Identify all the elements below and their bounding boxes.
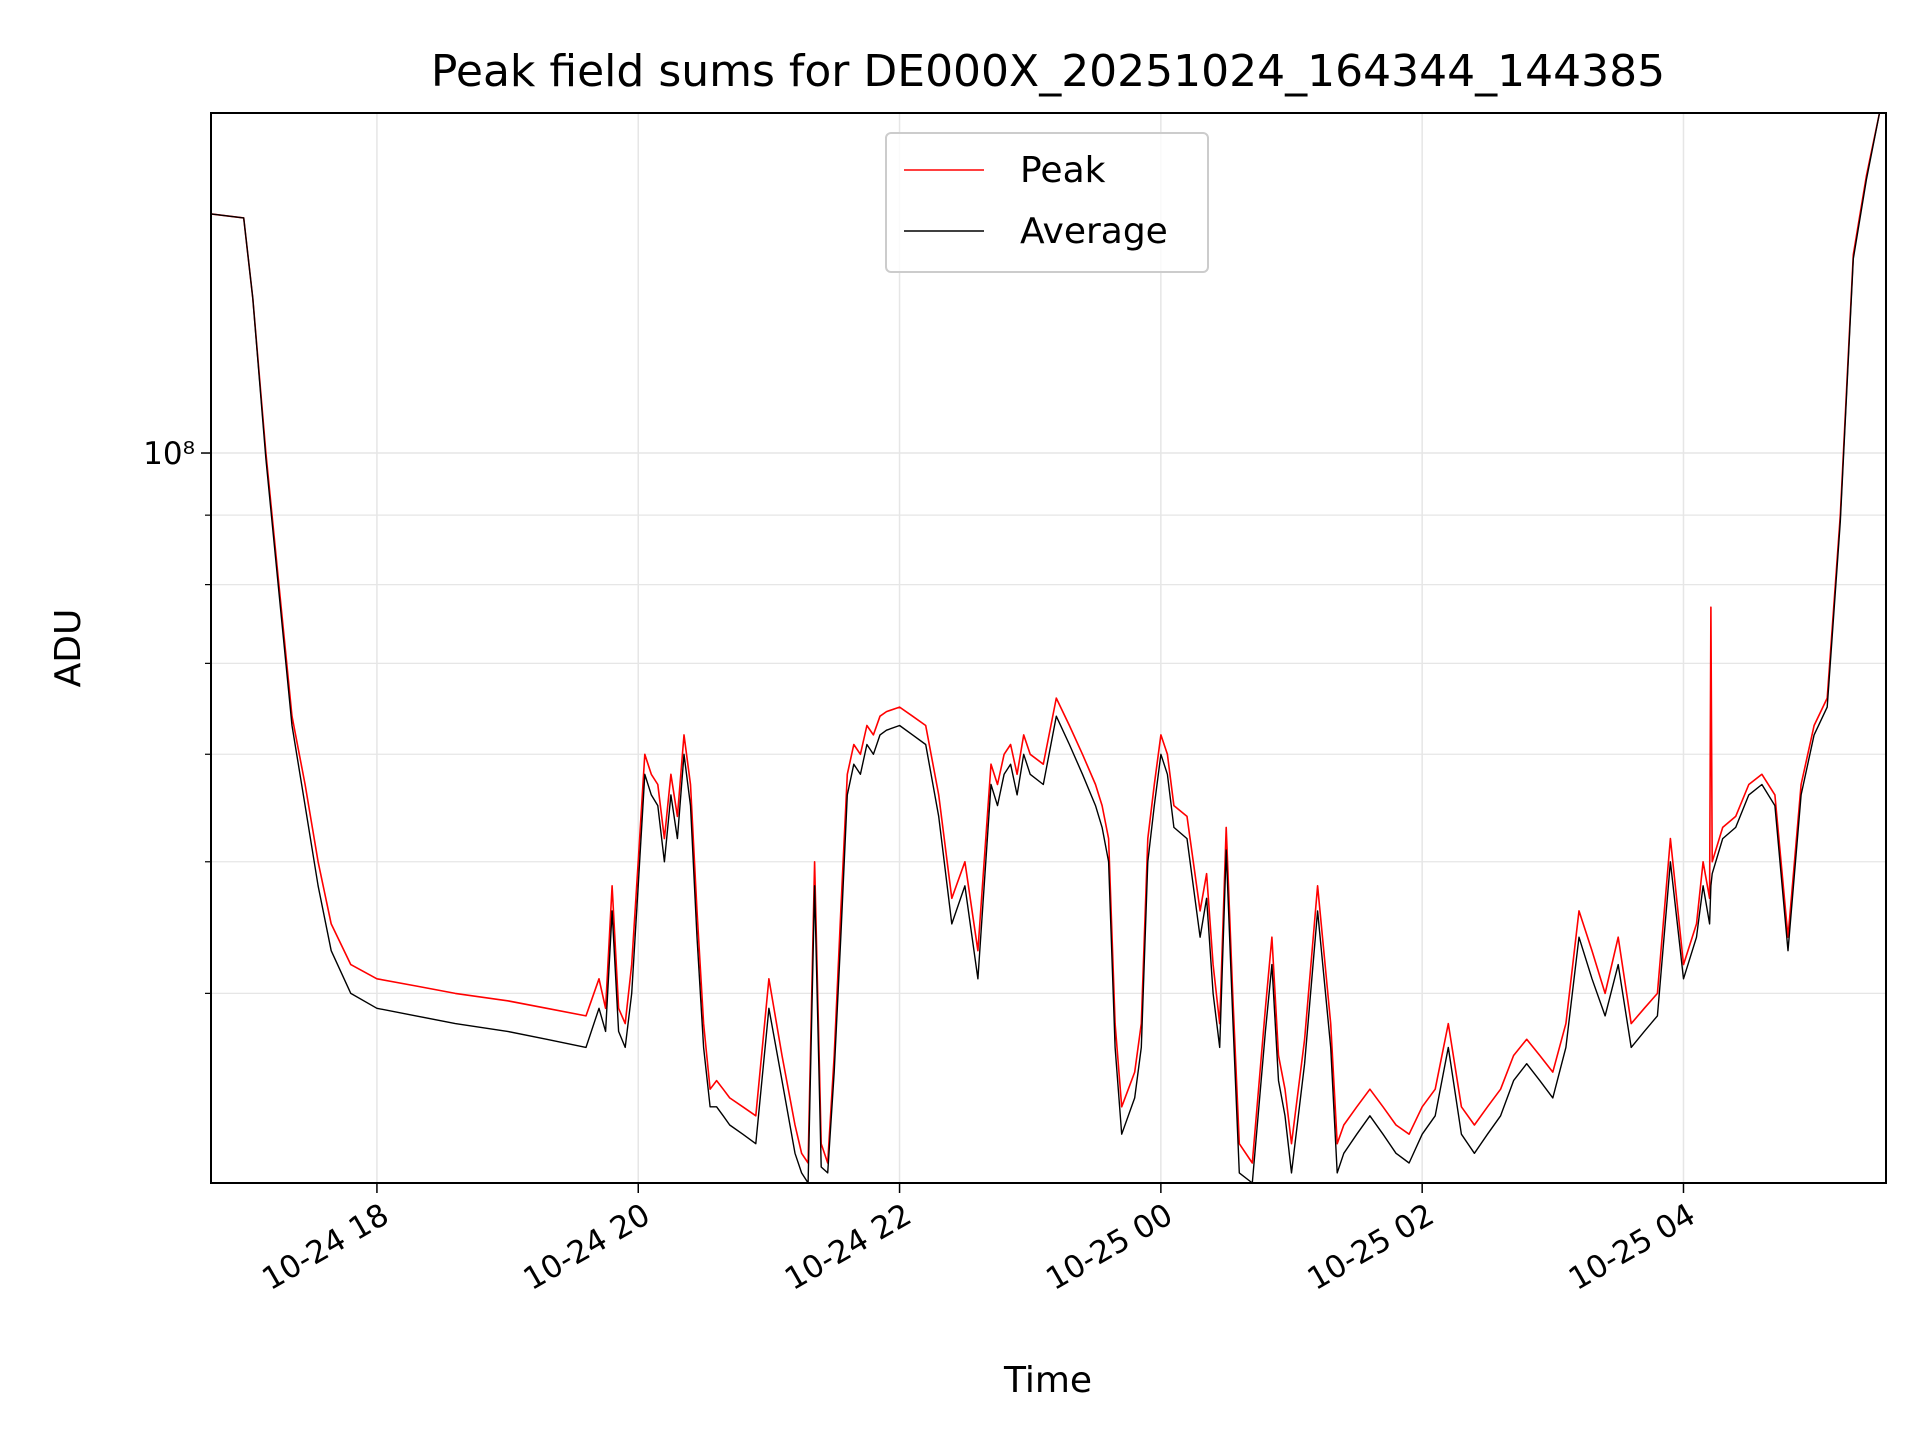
chart-title: Peak field sums for DE000X_20251024_1643… bbox=[431, 46, 1665, 97]
x-axis-label: Time bbox=[1003, 1360, 1092, 1401]
series-line-peak bbox=[210, 112, 1881, 1164]
series-layer bbox=[210, 112, 1881, 1184]
y-tick-label: 10⁸ bbox=[143, 436, 195, 472]
y-axis-label: ADU bbox=[48, 609, 89, 688]
y-axis: 10⁸ bbox=[143, 436, 211, 994]
series-line-average bbox=[210, 112, 1881, 1184]
legend-label-peak: Peak bbox=[1020, 150, 1106, 191]
legend-label-average: Average bbox=[1020, 211, 1168, 252]
legend: Peak Average bbox=[885, 132, 1209, 273]
legend-box bbox=[885, 132, 1209, 273]
plot-frame bbox=[210, 112, 1887, 1184]
